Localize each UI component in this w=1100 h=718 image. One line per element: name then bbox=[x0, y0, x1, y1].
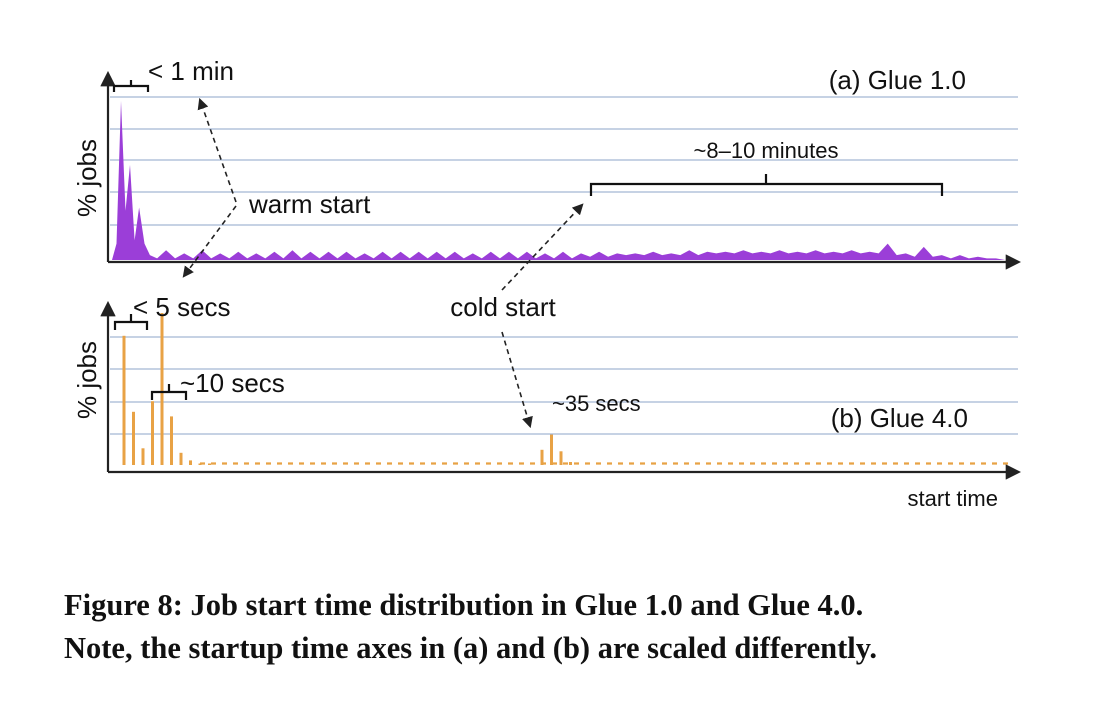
panel-b-bar bbox=[170, 416, 173, 465]
caption-line-1: Figure 8: Job start time distribution in… bbox=[64, 588, 864, 622]
panel-b-bar bbox=[179, 452, 183, 465]
panel-b-bar bbox=[141, 448, 145, 465]
panel-b-peak-label: ~35 secs bbox=[552, 391, 641, 416]
job-start-time-figure: % jobs (a) Glue 1.0 < 1 min ~8–10 minute… bbox=[72, 56, 1022, 511]
panel-a-range-label: < 1 min bbox=[148, 56, 234, 86]
panel-b-bar bbox=[550, 434, 553, 465]
panel-b-bar bbox=[189, 460, 192, 465]
panel-b-bar bbox=[132, 411, 135, 465]
panel-b-bar bbox=[160, 313, 164, 465]
panel-b-title: (b) Glue 4.0 bbox=[831, 403, 968, 433]
warm-start-label: warm start bbox=[248, 189, 371, 219]
panel-a-title: (a) Glue 1.0 bbox=[829, 65, 966, 95]
panel-b-bar bbox=[122, 335, 126, 465]
figure-caption: Figure 8: Job start time distribution in… bbox=[64, 584, 1074, 670]
panel-b-range-label: < 5 secs bbox=[133, 292, 231, 322]
panel-b-x-axis-label: start time bbox=[908, 486, 998, 511]
panel-b-y-axis-label: % jobs bbox=[72, 341, 102, 419]
panel-b: % jobs (b) Glue 4.0 start time < 5 secs … bbox=[72, 203, 1022, 511]
panel-b-second-bracket bbox=[150, 384, 188, 400]
cold-start-label: cold start bbox=[450, 292, 556, 322]
warm-start-arrow-up bbox=[197, 97, 237, 203]
panel-a-plateau-label: ~8–10 minutes bbox=[694, 138, 839, 163]
panel-a-gridlines bbox=[110, 96, 1018, 226]
warm-start-arrow-down bbox=[182, 205, 237, 278]
panel-b-second-label: ~10 secs bbox=[180, 368, 285, 398]
caption-line-2: Note, the startup time axes in (a) and (… bbox=[64, 631, 877, 665]
panel-a-plateau-bracket bbox=[589, 174, 944, 196]
panel-b-gridlines bbox=[110, 336, 1018, 435]
panel-b-bar bbox=[559, 451, 563, 465]
panel-a: % jobs (a) Glue 1.0 < 1 min ~8–10 minute… bbox=[72, 56, 1022, 278]
panel-b-bar bbox=[208, 463, 211, 465]
cold-start-arrow-down bbox=[501, 331, 533, 429]
panel-b-bar bbox=[540, 449, 544, 465]
panel-a-series-area bbox=[112, 100, 1014, 261]
panel-a-y-axis-label: % jobs bbox=[72, 139, 102, 217]
cold-start-arrow-up bbox=[501, 203, 584, 291]
panel-b-bar bbox=[569, 462, 572, 465]
panel-b-range-bracket bbox=[113, 314, 149, 330]
panel-a-range-bracket bbox=[112, 80, 150, 92]
panel-b-bar bbox=[151, 401, 154, 465]
